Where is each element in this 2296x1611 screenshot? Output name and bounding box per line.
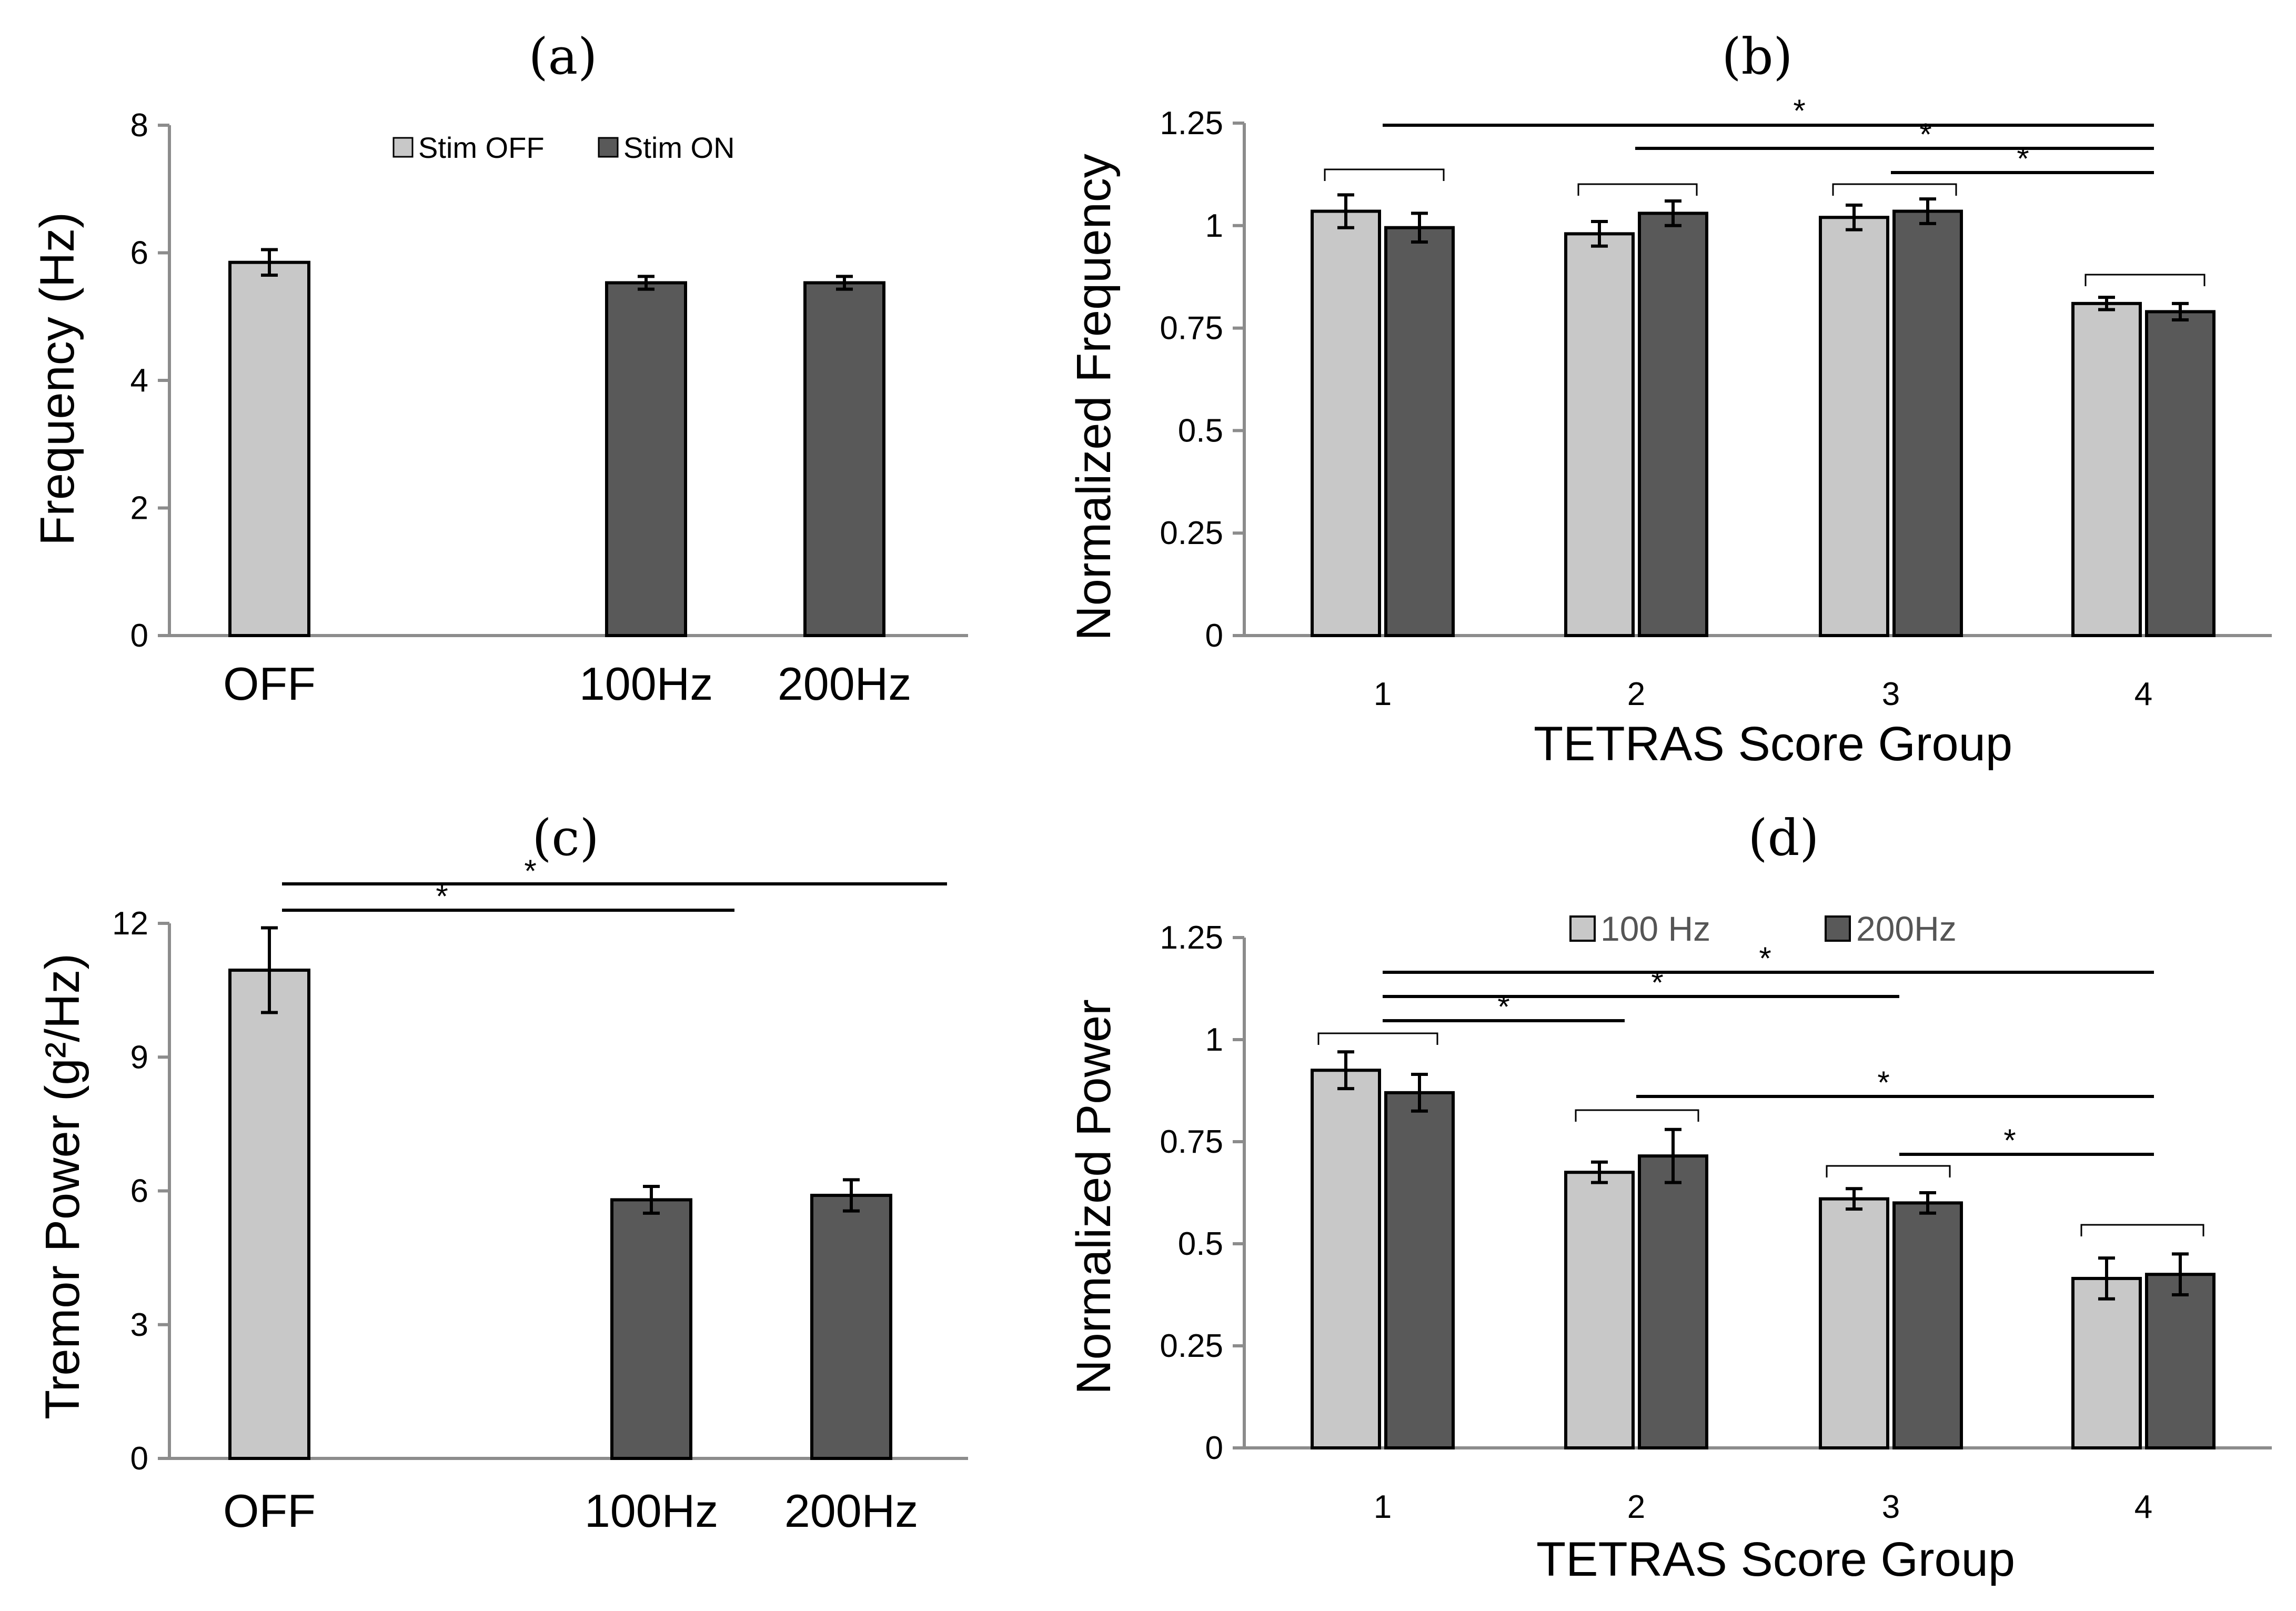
panel-b-bar bbox=[1638, 212, 1708, 637]
legend-swatch-200hz bbox=[1825, 915, 1851, 942]
panel-b-pair-bracket bbox=[1832, 183, 1957, 196]
panel-a-ytick-label: 6 bbox=[130, 235, 148, 271]
panel-d-significance-star: * bbox=[1877, 1065, 1889, 1100]
panel-d-xlabel: TETRAS Score Group bbox=[1536, 1533, 2015, 1586]
panel-a-ytick-label: 4 bbox=[130, 363, 148, 399]
panel-d-bar bbox=[2071, 1276, 2142, 1449]
panel-a-bar bbox=[605, 281, 687, 637]
panel-d-bar bbox=[2145, 1273, 2216, 1449]
panel-b-xlabel: TETRAS Score Group bbox=[1534, 717, 2012, 771]
panel-b-bar bbox=[1564, 232, 1635, 638]
panel-b-pair-bracket bbox=[1577, 183, 1698, 196]
panel-c-ytick-label: 12 bbox=[112, 905, 148, 942]
panel-a-bar bbox=[803, 281, 885, 637]
panel-d-pair-bracket bbox=[1826, 1165, 1951, 1177]
panel-b-bar bbox=[1384, 226, 1455, 638]
panel-b-category-label: 3 bbox=[1882, 676, 1900, 712]
panel-d-category-label: 1 bbox=[1374, 1489, 1392, 1525]
panel-d-significance-star: * bbox=[1497, 989, 1509, 1024]
panel-d-ytick-label: 0 bbox=[1205, 1430, 1223, 1466]
panel-d-pair-bracket bbox=[1575, 1109, 1699, 1122]
panel-a-title: (a) bbox=[529, 28, 598, 86]
panel-b-title: (b) bbox=[1722, 28, 1793, 86]
panel-c-ytick-label: 9 bbox=[130, 1039, 148, 1075]
legend-swatch-100hz bbox=[1569, 915, 1596, 942]
legend-label-200hz: 200Hz bbox=[1856, 909, 1957, 948]
panel-c-bar bbox=[610, 1198, 692, 1460]
panel-a-category-label: 100Hz bbox=[579, 658, 713, 710]
panel-d-pair-bracket bbox=[2080, 1224, 2204, 1236]
panel-c-category-label: 200Hz bbox=[784, 1485, 918, 1537]
panel-c-title: (c) bbox=[532, 809, 599, 867]
panel-b-ytick-label: 0 bbox=[1205, 618, 1223, 654]
panel-b-ytick-label: 1.25 bbox=[1160, 105, 1223, 142]
panel-d-pair-bracket bbox=[1317, 1032, 1438, 1045]
panel-d-ytick-label: 1 bbox=[1205, 1022, 1223, 1058]
panel-b-bar bbox=[2145, 310, 2216, 637]
panel-c-bar bbox=[228, 968, 310, 1461]
panel-c-ylabel: Tremor Power (g²/Hz) bbox=[36, 953, 89, 1419]
panel-b-category-label: 4 bbox=[2134, 676, 2152, 712]
panel-d-category-label: 3 bbox=[1882, 1489, 1900, 1525]
panel-b-bar bbox=[2071, 301, 2142, 637]
panel-b-significance-star: * bbox=[2017, 141, 2029, 176]
panel-b-pair-bracket bbox=[2084, 274, 2206, 286]
panel-d-legend: 100 Hz 200Hz bbox=[1569, 909, 1957, 948]
panel-b-significance-star: * bbox=[1919, 117, 1931, 152]
panel-d-ytick-label: 1.25 bbox=[1160, 920, 1223, 956]
panel-b-bar bbox=[1311, 209, 1381, 637]
panel-b-ylabel: Normalized Frequency bbox=[1067, 154, 1121, 640]
panel-d-bar bbox=[1819, 1197, 1889, 1449]
panel-c-category-label: OFF bbox=[223, 1485, 316, 1537]
panel-d-bar bbox=[1564, 1171, 1635, 1449]
panel-d-significance-star: * bbox=[2003, 1123, 2016, 1158]
panel-c-category-label: 100Hz bbox=[585, 1485, 718, 1537]
panel-d-significance-star: * bbox=[1759, 941, 1771, 976]
panel-d-title: (d) bbox=[1748, 809, 1819, 867]
panel-c-ytick-label: 0 bbox=[130, 1441, 148, 1477]
legend-label-stim-on: Stim ON bbox=[623, 131, 735, 164]
panel-a-ytick-label: 2 bbox=[130, 490, 148, 527]
panel-d-bar bbox=[1892, 1201, 1963, 1449]
panel-a-ytick-label: 0 bbox=[130, 618, 148, 654]
panel-b-significance-star: * bbox=[1793, 93, 1805, 128]
panel-a-ylabel: Frequency (Hz) bbox=[31, 212, 84, 546]
panel-d-bar bbox=[1384, 1091, 1455, 1449]
panel-b-ytick-label: 1 bbox=[1205, 208, 1223, 244]
panel-a-bar bbox=[228, 260, 310, 637]
panel-a-category-label: OFF bbox=[223, 658, 316, 710]
panel-d-bar bbox=[1311, 1069, 1381, 1449]
panel-b-bar bbox=[1892, 209, 1963, 637]
panel-d-ytick-label: 0.75 bbox=[1160, 1124, 1223, 1160]
legend-label-100hz: 100 Hz bbox=[1600, 909, 1710, 948]
panel-d-ytick-label: 0.25 bbox=[1160, 1328, 1223, 1364]
panel-d-significance-star: * bbox=[1651, 965, 1663, 1000]
panel-b-category-label: 2 bbox=[1627, 676, 1645, 712]
panel-d-category-label: 4 bbox=[2134, 1489, 2152, 1525]
legend-swatch-stim-off bbox=[392, 137, 414, 158]
legend-swatch-stim-on bbox=[598, 137, 619, 158]
panel-c-bar bbox=[810, 1193, 892, 1461]
panel-b-bar bbox=[1819, 216, 1889, 637]
panel-b-ytick-label: 0.5 bbox=[1178, 412, 1223, 449]
panel-a-category-label: 200Hz bbox=[778, 658, 911, 710]
panel-c-ytick-label: 6 bbox=[130, 1173, 148, 1210]
panel-c-ytick-label: 3 bbox=[130, 1307, 148, 1343]
panel-d-category-label: 2 bbox=[1627, 1489, 1645, 1525]
panel-a-legend: Stim OFF Stim ON bbox=[392, 131, 735, 164]
panel-a-ytick-label: 8 bbox=[130, 107, 148, 144]
panel-d-ylabel: Normalized Power bbox=[1067, 999, 1121, 1395]
panel-c-significance-star: * bbox=[436, 879, 448, 914]
panel-b-ytick-label: 0.75 bbox=[1160, 310, 1223, 347]
panel-c-significance-star: * bbox=[524, 853, 536, 889]
panel-b-ytick-label: 0.25 bbox=[1160, 515, 1223, 551]
panel-b-category-label: 1 bbox=[1374, 676, 1392, 712]
panel-b-pair-bracket bbox=[1324, 168, 1445, 181]
panel-d-bar bbox=[1638, 1154, 1708, 1449]
panel-d-ytick-label: 0.5 bbox=[1178, 1226, 1223, 1262]
legend-label-stim-off: Stim OFF bbox=[418, 131, 545, 164]
